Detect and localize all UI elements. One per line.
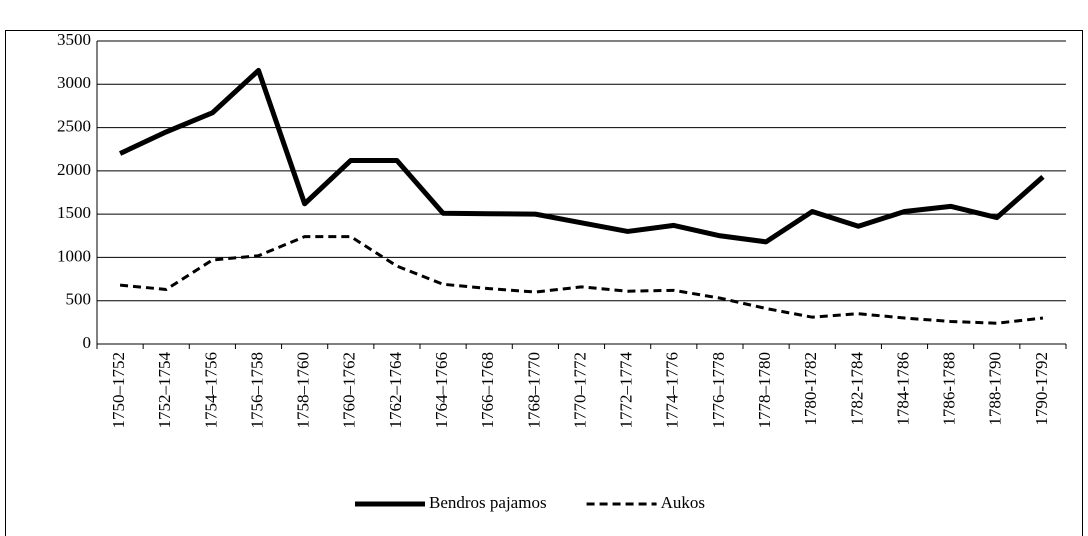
x-tick-label: 1750–1752 bbox=[109, 352, 128, 429]
x-tick-label: 1782-1784 bbox=[847, 352, 866, 426]
x-tick-label: 1758–1760 bbox=[294, 352, 313, 429]
y-tick-label: 0 bbox=[83, 333, 92, 352]
x-tick-label: 1756–1758 bbox=[247, 352, 266, 429]
y-tick-label: 3000 bbox=[57, 73, 91, 92]
x-tick-label: 1764–1766 bbox=[432, 352, 451, 429]
line-series bbox=[119, 235, 1044, 325]
x-tick-label: 1778–1780 bbox=[755, 352, 774, 429]
x-tick-label: 1752–1754 bbox=[155, 352, 174, 429]
x-tick-label: 1786-1788 bbox=[940, 352, 959, 426]
x-tick-label: 1768–1770 bbox=[524, 352, 543, 429]
x-tick-label: 1784-1786 bbox=[893, 352, 912, 426]
x-tick-label: 1774–1776 bbox=[663, 352, 682, 429]
chart-frame bbox=[5, 30, 1083, 536]
y-tick-label: 1000 bbox=[57, 246, 91, 265]
x-tick-label: 1788-1790 bbox=[986, 352, 1005, 426]
x-tick-label: 1776–1778 bbox=[709, 352, 728, 429]
x-tick-label: 1754–1756 bbox=[201, 352, 220, 429]
y-tick-label: 3500 bbox=[57, 30, 91, 49]
y-tick-label: 2500 bbox=[57, 116, 91, 135]
x-tick-label: 1770–1772 bbox=[570, 352, 589, 429]
y-tick-label: 500 bbox=[66, 290, 92, 309]
y-tick-label: 2000 bbox=[57, 160, 91, 179]
legend-label: Aukos bbox=[661, 493, 705, 512]
line-series bbox=[119, 67, 1045, 245]
x-tick-label: 1780-1782 bbox=[801, 352, 820, 426]
x-tick-label: 1760–1762 bbox=[340, 352, 359, 429]
x-tick-label: 1766–1768 bbox=[478, 352, 497, 429]
y-tick-label: 1500 bbox=[57, 203, 91, 222]
x-tick-label: 1772–1774 bbox=[617, 352, 636, 429]
x-tick-label: 1790-1792 bbox=[1032, 352, 1051, 426]
legend-label: Bendros pajamos bbox=[429, 493, 547, 512]
x-tick-label: 1762–1764 bbox=[386, 352, 405, 429]
